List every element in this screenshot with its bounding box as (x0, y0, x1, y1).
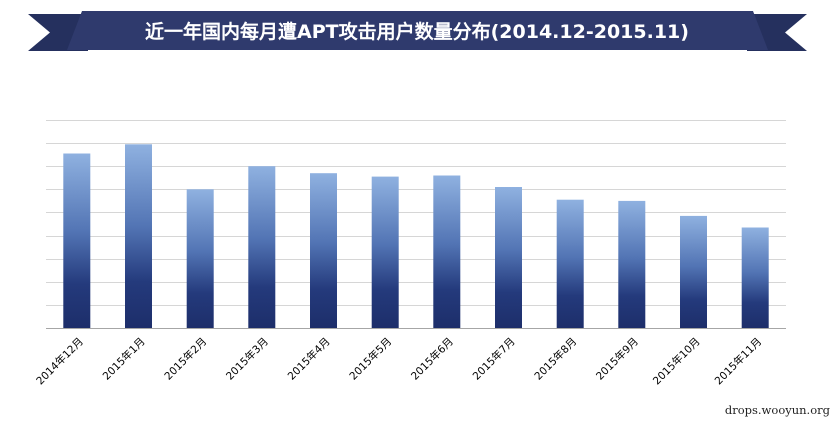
bar (680, 215, 707, 328)
bar-series (63, 144, 769, 328)
bar (125, 144, 152, 328)
watermark-text: drops.wooyun.org (725, 403, 831, 417)
bar (63, 153, 91, 328)
x-tick-label: 2015年5月 (347, 335, 395, 383)
x-tick-label: 2015年10月 (650, 335, 702, 387)
bar (741, 227, 769, 328)
x-tick-label: 2015年6月 (408, 335, 456, 383)
bar (556, 199, 584, 328)
grid (46, 120, 786, 306)
x-tick-label: 2015年9月 (593, 335, 641, 383)
x-tick-label: 2015年8月 (532, 335, 580, 383)
bar (495, 187, 522, 328)
x-tick-labels: 2014年12月 2015年1月 2015年2月 2015年3月 2015年4月 2015… (34, 335, 765, 387)
x-tick-label: 2015年7月 (470, 335, 518, 383)
x-tick-label: 2015年2月 (162, 335, 210, 383)
title-banner: 近一年国内每月遭APT攻击用户数量分布(2014.12-2015.11) (28, 11, 807, 51)
bar (618, 200, 646, 328)
x-tick-label: 2015年4月 (285, 335, 333, 383)
bar (186, 189, 214, 328)
x-tick-label: 2015年1月 (100, 335, 148, 383)
x-tick-label: 2014年12月 (34, 335, 86, 387)
bar (310, 173, 337, 328)
bar (433, 175, 461, 328)
x-tick-label: 2015年11月 (712, 335, 764, 387)
chart-title: 近一年国内每月遭APT攻击用户数量分布(2014.12-2015.11) (145, 20, 689, 43)
bar (248, 166, 276, 328)
banner-body (67, 11, 768, 50)
x-tick-label: 2015年3月 (223, 335, 271, 383)
bar (371, 176, 399, 328)
